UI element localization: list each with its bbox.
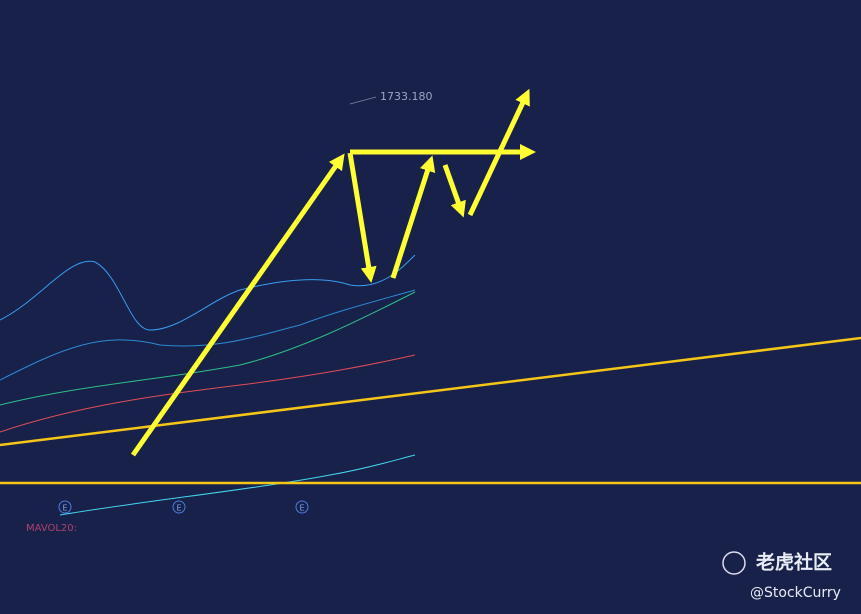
ma-longer <box>0 354 416 433</box>
ma-mid <box>0 289 416 381</box>
arrow <box>347 152 377 283</box>
trend-line <box>0 336 861 447</box>
event-circle <box>295 500 309 514</box>
volume-label: MAVOL20: <box>26 523 77 534</box>
event-marker: E <box>62 504 67 513</box>
peak-leader <box>349 96 377 105</box>
ma-longest <box>59 454 416 516</box>
ma-short <box>0 254 416 331</box>
event-marker: E <box>299 504 304 513</box>
peak-label: 1733.180 <box>380 90 433 103</box>
arrow <box>390 155 436 279</box>
event-marker: E <box>176 504 181 513</box>
event-circle <box>58 500 72 514</box>
event-circle <box>172 500 186 514</box>
arrow <box>467 88 530 217</box>
brand-name: 老虎社区 <box>756 551 832 574</box>
event-markers <box>58 500 309 514</box>
ma-long <box>0 291 416 406</box>
brand-handle: @StockCurry <box>750 585 841 601</box>
brand-logo <box>722 551 746 575</box>
arrow <box>442 164 466 218</box>
arrow <box>130 153 345 457</box>
annotation-arrows <box>130 88 537 457</box>
moving-averages <box>0 254 416 516</box>
